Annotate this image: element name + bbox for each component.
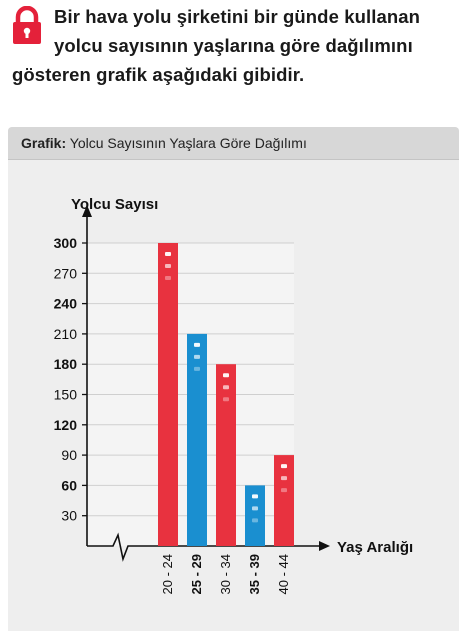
x-tick-label: 30 - 34 bbox=[218, 554, 233, 594]
question-line-2: yolcu sayısının yaşlarına göre dağılımın… bbox=[54, 35, 413, 56]
x-tick-label: 20 - 24 bbox=[160, 554, 175, 594]
y-tick-label: 30 bbox=[61, 508, 77, 524]
bar bbox=[274, 455, 294, 546]
y-tick-label: 300 bbox=[54, 235, 78, 251]
bar-dot bbox=[223, 373, 229, 378]
bar-dot bbox=[165, 252, 171, 256]
y-tick-label: 240 bbox=[54, 296, 78, 312]
lock-icon bbox=[13, 6, 41, 44]
question-line-1: Bir hava yolu şirketini bir günde kullan… bbox=[54, 6, 421, 27]
chart-card: Grafik: Yolcu Sayısının Yaşlara Göre Dağ… bbox=[8, 127, 459, 631]
bar-dot bbox=[281, 476, 287, 481]
bar bbox=[158, 243, 178, 546]
bar bbox=[245, 485, 265, 546]
y-tick-label: 150 bbox=[54, 387, 78, 403]
bar-dot bbox=[194, 342, 200, 347]
bar-dot bbox=[165, 264, 171, 268]
bar bbox=[216, 364, 236, 546]
bar-dot bbox=[223, 385, 229, 390]
bar-dot bbox=[223, 397, 229, 402]
y-axis-arrow bbox=[82, 205, 92, 217]
chart-title: Yolcu Sayısının Yaşlara Göre Dağılımı bbox=[69, 135, 307, 151]
y-axis-label: Yolcu Sayısı bbox=[71, 196, 158, 213]
bar-dot bbox=[252, 494, 258, 499]
bar bbox=[187, 333, 207, 546]
chart-card-title: Grafik: Yolcu Sayısının Yaşlara Göre Dağ… bbox=[21, 135, 307, 151]
y-tick-label: 120 bbox=[54, 417, 78, 433]
y-tick-label: 60 bbox=[61, 477, 77, 493]
x-axis-label: Yaş Aralığı bbox=[337, 539, 413, 556]
bar-dot bbox=[281, 464, 287, 469]
x-axis-arrow bbox=[319, 541, 330, 551]
bar-chart: 30 60 90 120 150 180 210 240 270 300 Yolcu Sayısı Y… bbox=[54, 196, 414, 594]
bar-dot bbox=[281, 488, 287, 493]
bar-dot bbox=[165, 276, 171, 280]
question-line-3: gösteren grafik aşağıdaki gibidir. bbox=[12, 64, 305, 85]
y-tick-label: 270 bbox=[54, 265, 78, 281]
bar-dot bbox=[252, 518, 258, 523]
bar-dot bbox=[194, 354, 200, 359]
x-tick-label: 25 - 29 bbox=[189, 554, 204, 594]
x-tick-label: 40 - 44 bbox=[276, 554, 291, 594]
y-tick-label: 90 bbox=[61, 447, 77, 463]
x-tick-label: 35 - 39 bbox=[247, 554, 262, 594]
chart-card-label: Grafik: bbox=[21, 135, 67, 151]
question-text: Bir hava yolu şirketini bir günde kullan… bbox=[8, 4, 460, 94]
bar-dot bbox=[194, 366, 200, 371]
bar-dot bbox=[252, 506, 258, 511]
y-tick-label: 210 bbox=[54, 326, 78, 342]
y-tick-label: 180 bbox=[54, 356, 78, 372]
chart-card-header: Grafik: Yolcu Sayısının Yaşlara Göre Dağ… bbox=[8, 127, 459, 160]
